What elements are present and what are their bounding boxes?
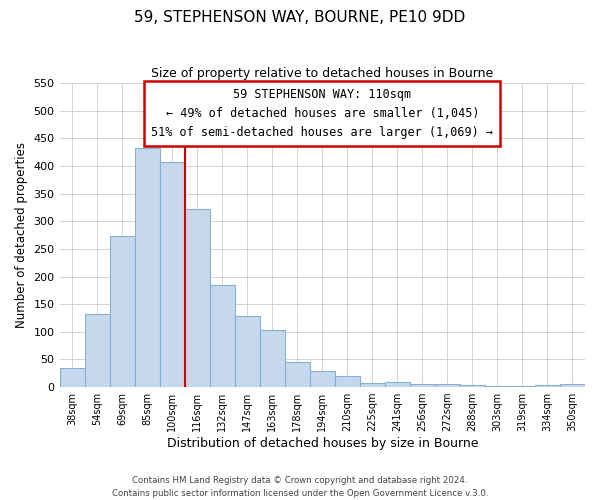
Bar — [435, 384, 460, 387]
Text: 59, STEPHENSON WAY, BOURNE, PE10 9DD: 59, STEPHENSON WAY, BOURNE, PE10 9DD — [134, 10, 466, 25]
Title: Size of property relative to detached houses in Bourne: Size of property relative to detached ho… — [151, 68, 493, 80]
X-axis label: Distribution of detached houses by size in Bourne: Distribution of detached houses by size … — [167, 437, 478, 450]
Bar — [460, 386, 485, 387]
Y-axis label: Number of detached properties: Number of detached properties — [15, 142, 28, 328]
Text: Contains HM Land Registry data © Crown copyright and database right 2024.
Contai: Contains HM Land Registry data © Crown c… — [112, 476, 488, 498]
Bar — [185, 208, 209, 387]
Bar — [560, 384, 585, 387]
Bar — [285, 362, 310, 387]
Bar — [310, 370, 335, 387]
Bar — [510, 386, 535, 387]
Text: 59 STEPHENSON WAY: 110sqm
← 49% of detached houses are smaller (1,045)
51% of se: 59 STEPHENSON WAY: 110sqm ← 49% of detac… — [151, 88, 493, 138]
Bar — [260, 330, 285, 387]
Bar — [59, 368, 85, 387]
Bar — [360, 382, 385, 387]
Bar — [335, 376, 360, 387]
Bar — [535, 385, 560, 387]
Bar — [209, 286, 235, 387]
Bar — [235, 316, 260, 387]
Bar — [485, 386, 510, 387]
Bar — [85, 314, 110, 387]
Bar — [410, 384, 435, 387]
Bar — [385, 382, 410, 387]
Bar — [134, 148, 160, 387]
Bar — [110, 236, 134, 387]
Bar — [160, 162, 185, 387]
